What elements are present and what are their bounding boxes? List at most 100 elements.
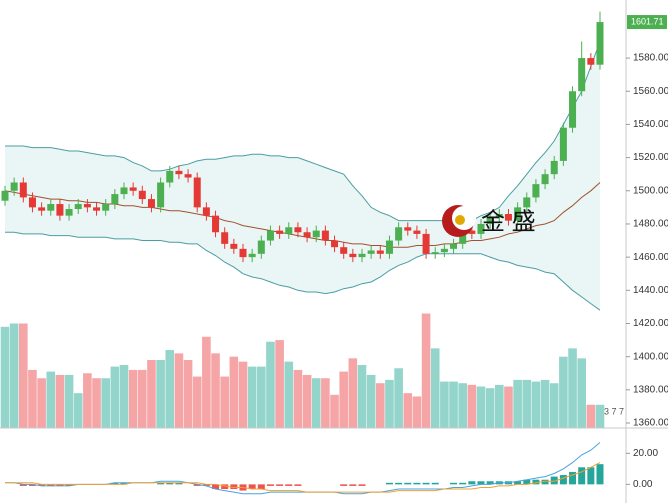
- volume-bar: [9, 323, 19, 428]
- y-tick-label: 1460.00: [633, 252, 668, 263]
- candle-body: [74, 204, 82, 210]
- candle-body: [596, 22, 604, 65]
- candle-body: [477, 223, 485, 234]
- candle-body: [1, 190, 9, 201]
- macd-bar: [385, 482, 393, 485]
- candle-body: [385, 240, 393, 254]
- candle-body: [248, 253, 256, 258]
- candle-body: [285, 227, 293, 234]
- volume-bar: [339, 371, 348, 428]
- macd-bar: [422, 482, 430, 485]
- y-tick-label: 1500.00: [633, 185, 668, 196]
- macd-bar: [587, 467, 595, 485]
- macd-bar: [358, 484, 366, 486]
- logo-dot: [455, 215, 465, 225]
- volume-bar: [238, 361, 248, 428]
- candle-body: [431, 252, 439, 254]
- candle-body: [147, 199, 155, 208]
- volume-bar: [357, 364, 367, 428]
- candle-body: [541, 174, 549, 185]
- macd-bar: [202, 484, 210, 486]
- candle-body: [266, 230, 274, 241]
- volume-bar: [284, 361, 294, 428]
- macd-bar: [340, 484, 348, 486]
- candle-body: [495, 214, 503, 218]
- volume-bar: [119, 364, 129, 428]
- candle-body: [93, 207, 101, 211]
- y-tick-label: 1580.00: [633, 53, 668, 64]
- volume-bar: [92, 378, 101, 428]
- macd-bar: [28, 484, 36, 486]
- band-line: [5, 231, 601, 311]
- volume-bar: [202, 336, 211, 428]
- macd-bar: [486, 481, 494, 485]
- volume-bar: [485, 388, 495, 428]
- y-tick-label: 1540.00: [633, 119, 668, 130]
- volume-bar: [522, 379, 532, 428]
- volume-bar: [449, 381, 458, 428]
- badge: 3 7 7: [604, 406, 624, 416]
- band-line: [4, 182, 601, 248]
- volume-bar: [595, 404, 605, 428]
- y-tick-label: 0.00: [633, 479, 653, 490]
- y-tick-label: 1480.00: [633, 219, 668, 230]
- y-tick-label: 1560.00: [633, 86, 668, 97]
- macd-bar: [459, 482, 467, 485]
- macd-bar: [166, 482, 174, 485]
- volume-bar: [110, 366, 120, 428]
- volume-bar: [330, 394, 339, 428]
- volume-bar: [577, 358, 586, 428]
- candle-body: [294, 227, 302, 233]
- candle-body: [138, 190, 146, 200]
- volume-bar: [73, 393, 83, 428]
- candle-body: [440, 248, 448, 253]
- volume-bar: [540, 379, 550, 428]
- macd-bar: [450, 482, 458, 485]
- volume-bar: [275, 340, 284, 428]
- candle-body: [413, 230, 421, 234]
- volume-bar: [147, 359, 156, 428]
- volume-bar: [220, 376, 229, 428]
- macd-bar: [532, 479, 540, 485]
- volume-bar: [421, 313, 431, 428]
- volume-bar: [101, 378, 110, 428]
- y-tick-label: 1440.00: [633, 285, 668, 296]
- candle-body: [523, 197, 531, 208]
- volume-bar: [348, 358, 358, 428]
- candle-body: [28, 197, 36, 208]
- candle-body: [550, 160, 558, 175]
- candle-body: [303, 232, 311, 238]
- volume-bar: [128, 369, 138, 428]
- volume-bar: [229, 356, 239, 428]
- y-tick-label: 1420.00: [633, 318, 668, 329]
- candle-body: [276, 230, 284, 234]
- macd-bar: [569, 471, 577, 485]
- volume-bar: [138, 369, 147, 428]
- macd-bar: [596, 464, 604, 485]
- volume-bar: [174, 353, 184, 428]
- candle-body: [422, 233, 430, 254]
- macd-bar: [248, 484, 256, 490]
- candle-body: [450, 243, 458, 249]
- volume-bar: [192, 376, 202, 428]
- candle-body: [120, 187, 128, 195]
- macd-bar: [120, 482, 128, 485]
- volume-bar: [321, 378, 330, 428]
- macd-bar: [257, 484, 265, 490]
- y-tick-label: 1360.00: [633, 418, 668, 429]
- macd-bar: [47, 484, 55, 486]
- volume-bar: [430, 348, 440, 428]
- volume-bar: [257, 366, 266, 428]
- macd-bar: [413, 482, 421, 485]
- macd-bar: [111, 482, 119, 485]
- volume-bar: [440, 381, 449, 428]
- candle-body: [578, 58, 586, 92]
- volume-bar: [467, 384, 477, 428]
- candle-body: [83, 204, 91, 208]
- candle-body: [193, 177, 201, 208]
- candle-body: [468, 230, 476, 234]
- candle-body: [404, 227, 412, 231]
- macd-bar: [559, 475, 567, 485]
- macd-bar: [65, 484, 73, 486]
- volume-bar: [568, 348, 577, 428]
